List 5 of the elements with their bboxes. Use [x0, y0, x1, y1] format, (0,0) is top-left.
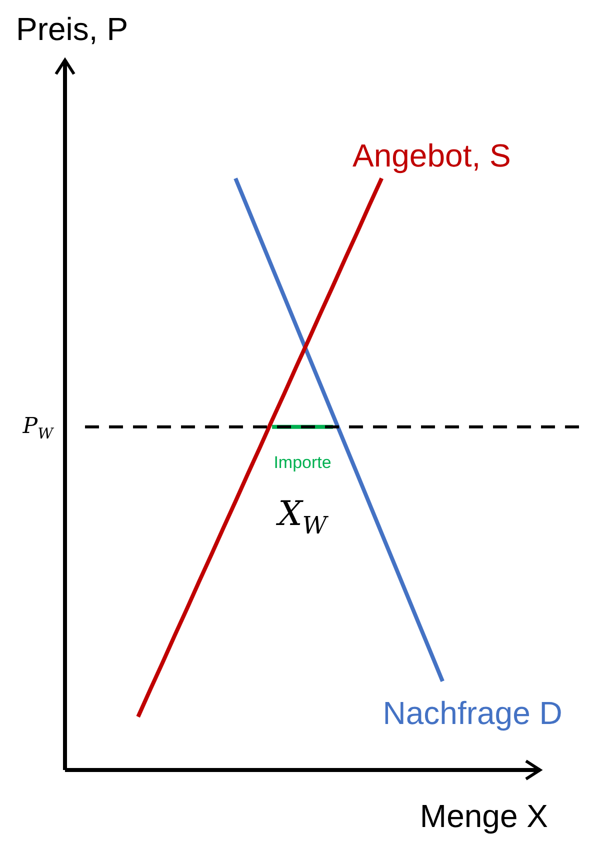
series-label: Importe: [274, 453, 332, 472]
y-axis-title: Preis, P: [16, 11, 128, 47]
series-label: Nachfrage D: [382, 695, 562, 732]
series-label: Angebot, S: [352, 137, 511, 174]
x-axis-title: Menge X: [420, 798, 548, 834]
